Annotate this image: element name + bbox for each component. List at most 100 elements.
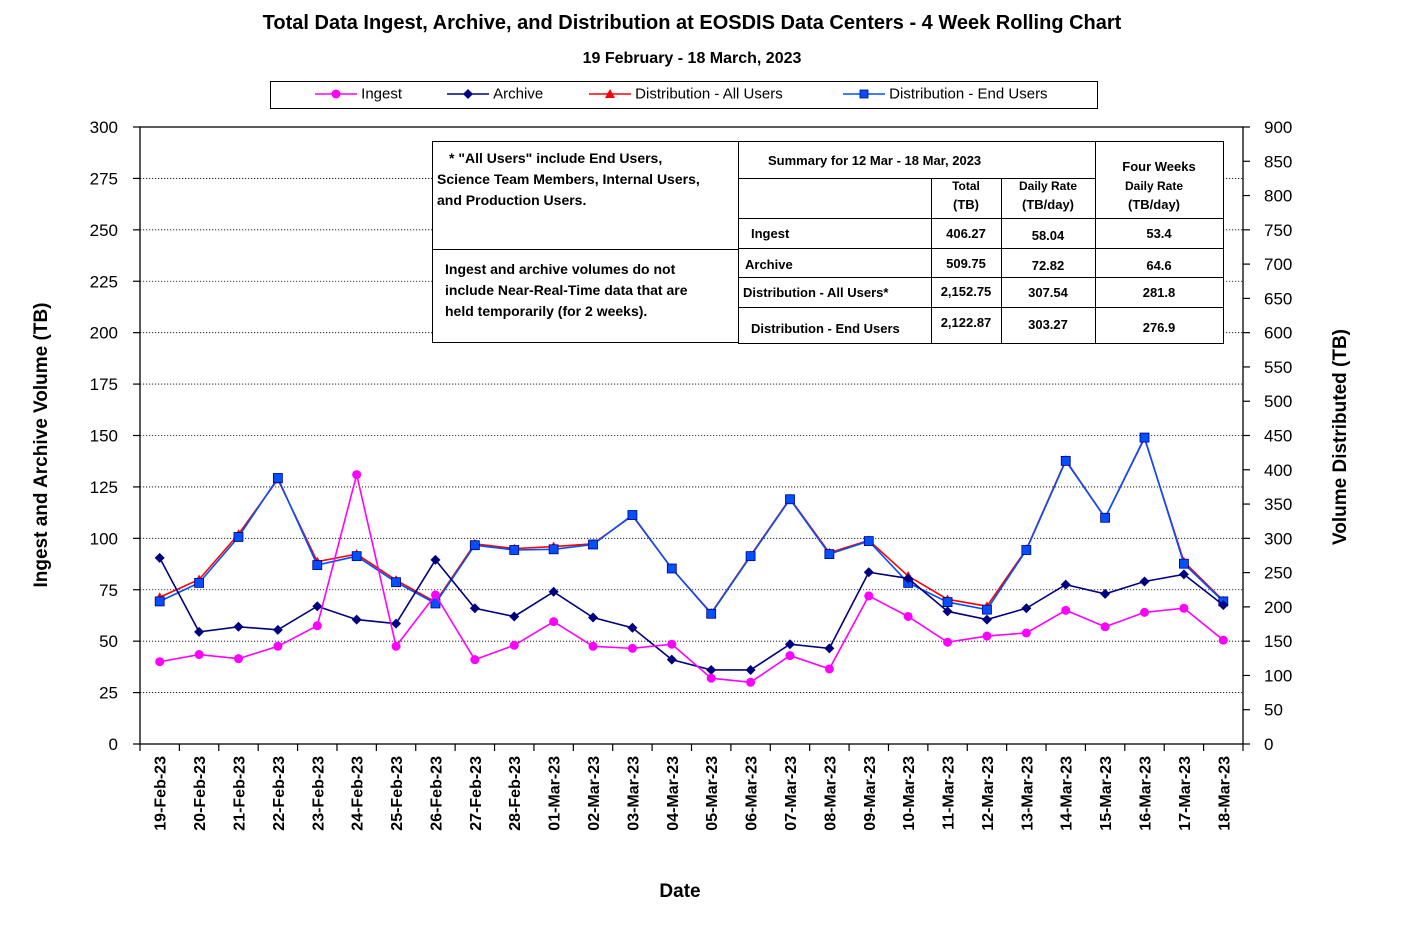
y-right-tick-label: 250 (1264, 564, 1292, 583)
summary-divider (739, 248, 1223, 249)
summary-heading: Summary for 12 Mar - 18 Mar, 2023 (768, 153, 982, 168)
y-left-tick-label: 300 (90, 118, 118, 137)
series-line-ingest (159, 474, 1224, 684)
data-point-ingest (391, 641, 401, 651)
data-point-archive (351, 614, 362, 625)
data-point-dist_end (469, 540, 480, 551)
data-point-ingest (1061, 605, 1071, 615)
summary-row-daily: 72.82 (1031, 258, 1065, 273)
summary-row-daily: 303.27 (1028, 317, 1068, 332)
all-users-note-line-3: and Production Users. (437, 192, 587, 208)
data-point-dist_end (863, 536, 874, 546)
x-tick-label: 13-Mar-23 (1019, 756, 1036, 831)
data-point-ingest (549, 617, 559, 627)
legend-item-archive: Archive (447, 85, 543, 103)
summary-row-four: 64.6 (1146, 258, 1172, 273)
series-layer (154, 432, 1229, 687)
data-point-ingest (864, 591, 874, 601)
summary-four-weeks-heading: Four Weeks (1122, 159, 1196, 174)
x-tick-label: 26-Feb-23 (428, 756, 445, 831)
data-point-ingest (1218, 635, 1228, 645)
x-tick-label: 03-Mar-23 (625, 756, 642, 831)
summary-divider (931, 178, 932, 343)
y-left-tick-label: 0 (109, 735, 118, 754)
data-point-ingest (706, 673, 716, 683)
y-left-tick-label: 125 (90, 478, 118, 497)
series-dist_end (154, 432, 1229, 619)
data-point-archive (154, 552, 165, 563)
summary-row-daily: 307.54 (1028, 285, 1068, 300)
summary-col-four: Daily Rate (1124, 179, 1184, 193)
x-tick-label: 09-Mar-23 (862, 756, 879, 831)
data-point-dist_end (824, 549, 835, 560)
data-point-dist_end (706, 608, 717, 619)
summary-divider (1095, 142, 1096, 343)
data-point-dist_end (1060, 455, 1071, 466)
x-tick-label: 11-Mar-23 (941, 756, 958, 830)
data-point-dist_end (1139, 432, 1150, 443)
data-point-archive (666, 654, 677, 665)
data-point-archive (509, 611, 520, 622)
data-point-dist_end (233, 532, 244, 542)
legend-marker-ingest (315, 89, 357, 99)
summary-row-total: 406.27 (946, 226, 986, 241)
y-right-tick-label: 350 (1264, 495, 1292, 514)
data-point-dist_end (391, 577, 401, 588)
data-point-ingest (430, 590, 440, 600)
all-users-note-line-1: * "All Users" include End Users, (449, 150, 663, 166)
data-point-ingest (312, 621, 322, 631)
y-left-tick-label: 175 (90, 375, 118, 394)
y-left-tick-label: 250 (90, 221, 118, 240)
x-tick-label: 05-Mar-23 (704, 756, 721, 831)
x-tick-label: 12-Mar-23 (980, 756, 997, 831)
data-point-ingest (667, 639, 677, 649)
y-left-tick-label: 25 (99, 684, 118, 703)
y-right-tick-label: 900 (1264, 118, 1292, 137)
data-point-dist_end (588, 539, 598, 550)
x-tick-label: 22-Feb-23 (271, 756, 288, 831)
data-point-dist_end (194, 577, 204, 588)
nrt-note-line-3: held temporarily (for 2 weeks). (445, 303, 648, 319)
data-point-ingest (982, 631, 992, 641)
summary-divider (739, 178, 1095, 179)
data-point-archive (1218, 600, 1229, 611)
data-point-ingest (785, 651, 795, 661)
data-point-archive (706, 664, 717, 675)
data-point-ingest (155, 657, 165, 667)
y-left-tick-label: 275 (90, 169, 118, 188)
data-point-archive (784, 639, 795, 650)
summary-col-total-unit: (TB) (953, 197, 979, 212)
legend: Ingest Archive Distribution - All Users … (270, 81, 1098, 109)
x-tick-label: 08-Mar-23 (822, 756, 839, 831)
all-users-note: * "All Users" include End Users, Science… (432, 141, 739, 250)
x-tick-label: 04-Mar-23 (665, 756, 682, 831)
data-point-archive (1139, 576, 1150, 587)
series-line-dist_end (159, 435, 1224, 616)
data-point-archive (1100, 588, 1111, 599)
y-right-tick-label: 400 (1264, 461, 1292, 480)
summary-row-total: 509.75 (946, 256, 986, 271)
axes (133, 126, 1250, 751)
data-point-dist_end (1100, 512, 1111, 523)
all-users-note-line-2: Science Team Members, Internal Users, (437, 171, 700, 187)
data-point-dist_end (982, 604, 992, 615)
y-right-tick-label: 300 (1264, 529, 1292, 548)
summary-col-total: Total (952, 179, 980, 193)
tick-labels: 0 25 50 75 100 125 150 175 200 225 250 275 300 0 50 100… (90, 118, 1293, 831)
data-point-archive (430, 554, 441, 565)
data-point-archive (548, 586, 559, 597)
x-tick-label: 19-Feb-23 (153, 756, 170, 831)
x-tick-label: 21-Feb-23 (231, 756, 248, 831)
data-point-dist_end (154, 596, 165, 607)
legend-label-archive: Archive (493, 85, 544, 103)
x-tick-label: 25-Feb-23 (389, 756, 406, 831)
data-point-ingest (1100, 622, 1110, 632)
summary-row-four: 53.4 (1146, 226, 1172, 241)
chart-subtitle: 19 February - 18 March, 2023 (582, 50, 802, 67)
nrt-note: Ingest and archive volumes do not includ… (432, 249, 739, 343)
x-tick-label: 15-Mar-23 (1098, 756, 1115, 831)
y-right-tick-label: 750 (1264, 221, 1292, 240)
data-point-archive (469, 603, 480, 614)
data-point-archive (627, 622, 638, 633)
data-point-archive (391, 618, 402, 629)
